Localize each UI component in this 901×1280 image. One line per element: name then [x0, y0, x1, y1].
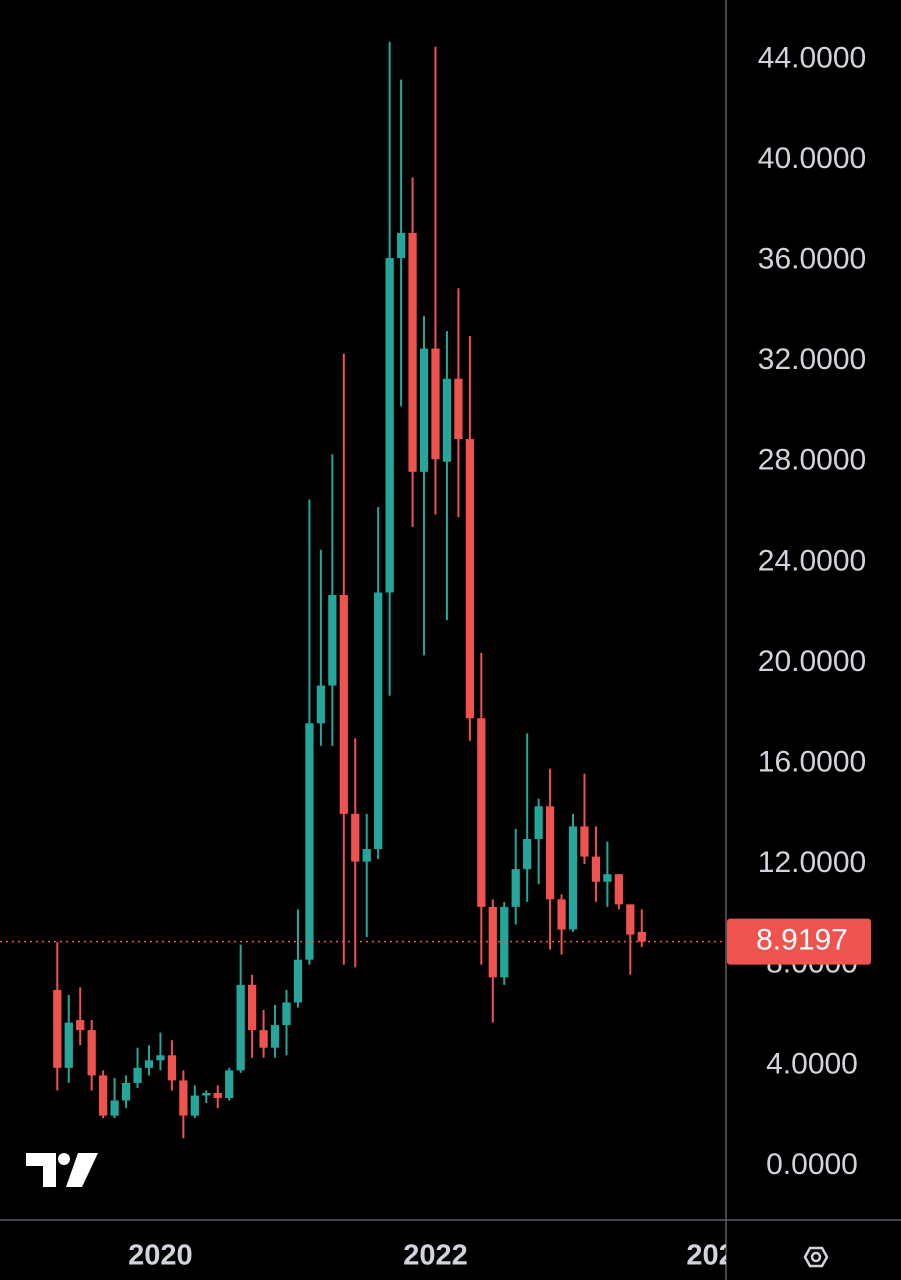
candle-body [225, 1070, 234, 1099]
y-tick-label: 24.0000 [758, 544, 866, 577]
candle-body [419, 348, 429, 472]
candle-body [76, 1020, 85, 1031]
candle-body [385, 258, 394, 593]
y-tick-label: 12.0000 [758, 846, 866, 879]
candle-body [477, 718, 486, 907]
y-tick-label: 16.0000 [758, 745, 866, 778]
candle-body [545, 806, 555, 900]
y-tick-label: 4.0000 [766, 1047, 858, 1080]
candle-body [293, 959, 303, 1003]
candle-body [121, 1082, 131, 1101]
x-tick-labels: 2020 2022 202 [128, 1240, 734, 1272]
candle-body [87, 1030, 96, 1076]
candle-body [236, 984, 245, 1071]
x-tick-label: 202 [686, 1240, 734, 1272]
last-price-box [727, 918, 871, 965]
candle-body [167, 1055, 177, 1081]
candle-body [339, 595, 348, 814]
candle-body [362, 849, 371, 862]
candle-body [270, 1025, 280, 1048]
x-tick-label: 2022 [403, 1240, 468, 1272]
candle-body [316, 685, 326, 724]
candle-body [64, 1022, 73, 1068]
candle-body [247, 984, 257, 1031]
candle-body [190, 1095, 199, 1116]
candle-body [614, 874, 623, 905]
candle-body [408, 232, 417, 472]
y-tick-label: 0.0000 [766, 1148, 858, 1181]
candle-body [442, 378, 452, 462]
y-tick-label: 28.0000 [758, 444, 866, 477]
plot-area [0, 41, 726, 1139]
candle-body [603, 874, 612, 882]
candle-body [374, 592, 383, 850]
candle-body [523, 838, 532, 870]
y-tick-label: 32.0000 [758, 343, 866, 376]
candle-body [53, 989, 62, 1068]
candle-body [431, 348, 440, 460]
candle-body [465, 439, 474, 719]
candle-body [133, 1067, 142, 1083]
candle-body [351, 813, 360, 862]
candle-body [534, 806, 543, 839]
y-tick-label: 44.0000 [758, 41, 866, 74]
x-tick-label: 2020 [128, 1240, 193, 1272]
candle-body [557, 899, 566, 930]
candle-body [580, 826, 589, 857]
settings-icon[interactable] [803, 1246, 829, 1268]
candle-body [144, 1060, 154, 1068]
tradingview-logo [26, 1153, 98, 1187]
last-price-label: 8.9197 [756, 924, 848, 957]
candle-body [637, 932, 646, 942]
y-tick-label: 20.0000 [758, 645, 866, 678]
candle-body [568, 826, 578, 930]
candle-body [511, 869, 520, 907]
candle-body [396, 232, 406, 259]
candle-body [591, 856, 601, 882]
y-tick-label: 40.0000 [758, 142, 866, 175]
candle-body [156, 1055, 165, 1061]
candle-body [626, 904, 635, 935]
candle-body [110, 1100, 119, 1116]
candle-body [179, 1080, 188, 1116]
candle-body [328, 595, 337, 686]
candle-body [282, 1002, 291, 1026]
candle-body [202, 1092, 211, 1096]
candle-body [305, 723, 314, 960]
candle-body [454, 378, 463, 440]
y-tick-label: 36.0000 [758, 242, 866, 275]
candle-body [213, 1092, 222, 1099]
candle-body [99, 1075, 108, 1116]
candle-body [259, 1030, 268, 1048]
